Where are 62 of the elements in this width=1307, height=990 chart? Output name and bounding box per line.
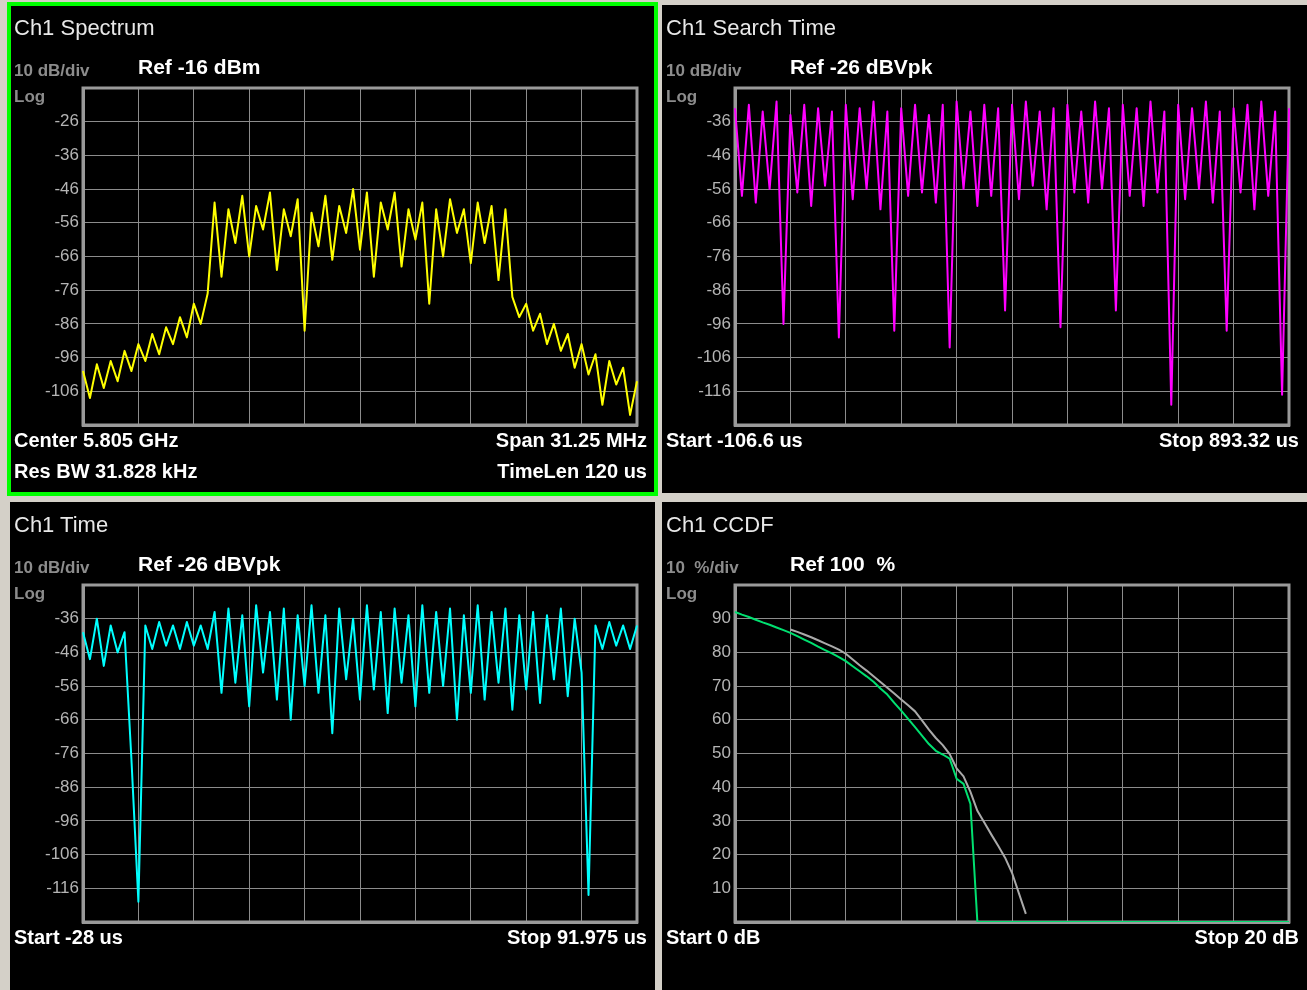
y-tick-label: -46: [54, 178, 79, 198]
y-tick-label: -56: [54, 675, 79, 695]
text: 10 dB/div: [666, 61, 742, 81]
y-tick-label: 30: [712, 810, 731, 830]
y-tick-label: -116: [46, 877, 79, 897]
y-tick-label: -106: [44, 844, 79, 864]
y-tick-label: -96: [54, 347, 79, 367]
chart-title: Ch1 Search Time: [666, 15, 836, 41]
y-tick-label: 10: [712, 877, 731, 897]
text: Stop 20 dB: [1194, 926, 1299, 949]
chart-subtitle: Ref 100 %: [790, 552, 896, 576]
y-tick-label: -56: [54, 212, 79, 232]
text: 10 dB/div: [14, 558, 90, 578]
y-tick-label: -106: [44, 380, 79, 400]
y-tick-label: -66: [706, 212, 731, 232]
y-tick-label: -46: [706, 145, 731, 165]
chart-title: Ch1 Time: [14, 512, 109, 538]
y-tick-label: -86: [706, 279, 731, 299]
y-tick-label: 80: [712, 642, 731, 662]
text: Center 5.805 GHz: [14, 429, 179, 452]
y-tick-label: -66: [54, 246, 79, 266]
text: Log: [14, 87, 46, 107]
y-tick-label: -36: [54, 608, 79, 628]
y-tick-label: -76: [54, 743, 79, 763]
text: Stop 91.975 us: [506, 926, 647, 949]
text: Stop 893.32 us: [1158, 429, 1299, 452]
text: Log: [14, 584, 46, 604]
y-tick-label: -76: [706, 246, 731, 266]
chart-subtitle: Ref -16 dBm: [138, 55, 261, 79]
chart-subtitle: Ref -26 dBVpk: [790, 55, 933, 79]
text: Start -106.6 us: [666, 429, 803, 452]
y-tick-label: -106: [696, 347, 731, 367]
y-tick-label: -86: [54, 313, 79, 333]
text: Span 31.25 MHz: [495, 429, 647, 452]
text: Log: [666, 584, 698, 604]
y-tick-label: 50: [712, 743, 731, 763]
y-tick-label: -96: [54, 810, 79, 830]
text: TimeLen 120 us: [497, 460, 647, 483]
text: Start -28 us: [14, 926, 123, 949]
y-tick-label: -116: [698, 380, 731, 400]
y-tick-label: -36: [706, 111, 731, 131]
text: 10 dB/div: [14, 61, 90, 81]
text: Start 0 dB: [666, 926, 761, 949]
y-tick-label: 70: [712, 675, 731, 695]
chart-subtitle: Ref -26 dBVpk: [138, 552, 281, 576]
y-tick-label: 20: [712, 844, 731, 864]
y-tick-label: 60: [712, 709, 731, 729]
y-tick-label: 40: [712, 776, 731, 796]
y-tick-label: -56: [706, 178, 731, 198]
y-tick-label: -66: [54, 709, 79, 729]
chart-title: Ch1 CCDF: [666, 512, 774, 538]
text: Log: [666, 87, 698, 107]
text: Res BW 31.828 kHz: [14, 460, 198, 483]
y-tick-label: 90: [712, 608, 731, 628]
y-tick-label: -46: [54, 642, 79, 662]
text: 10 %/div: [666, 558, 739, 578]
y-tick-label: -26: [54, 111, 79, 131]
y-tick-label: -96: [706, 313, 731, 333]
chart-title: Ch1 Spectrum: [14, 15, 155, 41]
y-tick-label: -76: [54, 279, 79, 299]
y-tick-label: -36: [54, 145, 79, 165]
y-tick-label: -86: [54, 776, 79, 796]
